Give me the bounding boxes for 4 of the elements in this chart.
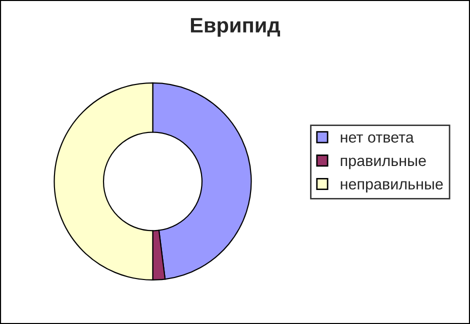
legend-label: неправильные	[340, 181, 443, 193]
legend-label: нет ответа	[340, 134, 414, 143]
legend-label: правильные	[340, 158, 426, 170]
chart-title: Еврипид	[190, 18, 280, 37]
